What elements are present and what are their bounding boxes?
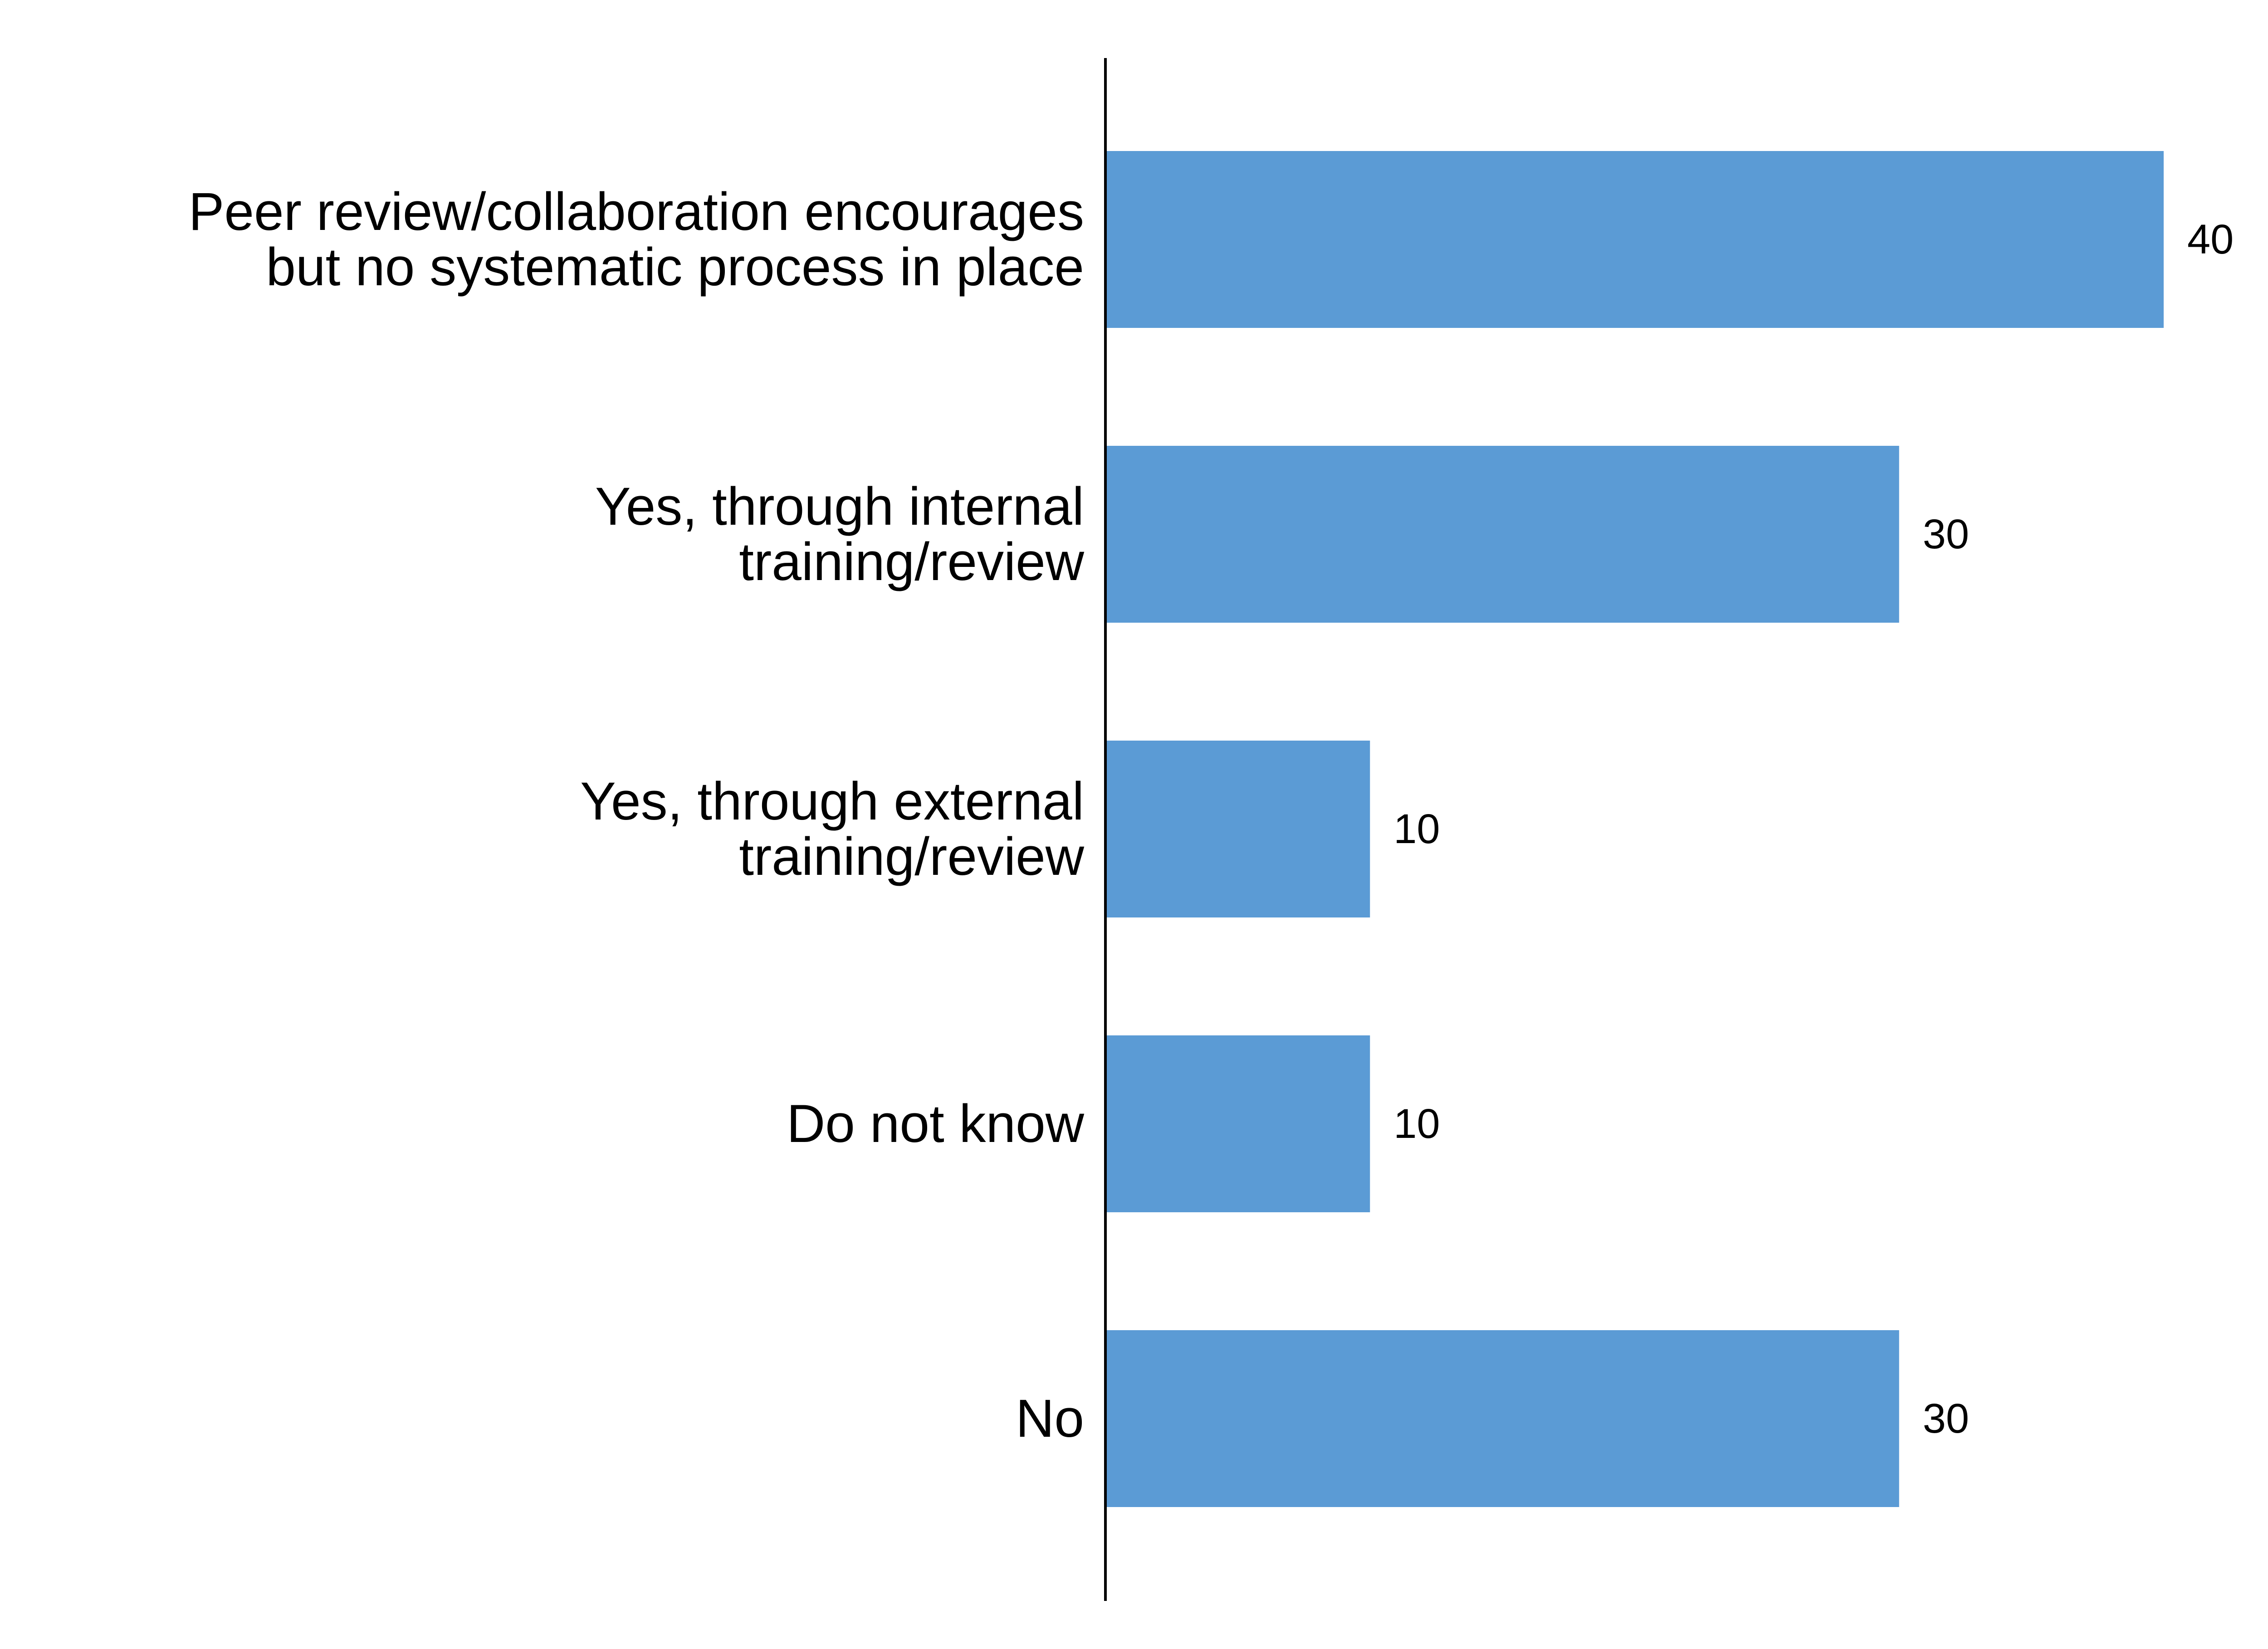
category-label-2-line-1: training/review xyxy=(739,827,1085,887)
bars-group xyxy=(1105,151,2164,1507)
category-label-0-line-0: Peer review/collaboration encourages xyxy=(189,182,1084,242)
value-label-2: 10 xyxy=(1393,806,1440,852)
value-label-1: 30 xyxy=(1923,511,1969,557)
value-labels-group: 40 30 10 10 30 xyxy=(1393,216,2234,1442)
category-labels-group: Peer review/collaboration encourages but … xyxy=(189,182,1085,1449)
category-label-2: Yes, through external training/review xyxy=(580,771,1085,887)
value-label-0: 40 xyxy=(2187,216,2234,263)
bar-0 xyxy=(1105,151,2164,328)
category-label-1: Yes, through internal training/review xyxy=(595,477,1085,592)
category-label-3: Do not know xyxy=(787,1094,1085,1154)
bar-2 xyxy=(1105,741,1370,917)
category-label-4: No xyxy=(1016,1389,1084,1449)
value-label-3: 10 xyxy=(1393,1101,1440,1147)
bar-3 xyxy=(1105,1035,1370,1212)
category-label-1-line-1: training/review xyxy=(739,532,1085,592)
value-label-4: 30 xyxy=(1923,1395,1969,1442)
bar-4 xyxy=(1105,1330,1899,1507)
category-label-3-line-0: Do not know xyxy=(787,1094,1085,1154)
category-label-0-line-1: but no systematic process in place xyxy=(266,237,1084,297)
category-label-0: Peer review/collaboration encourages but … xyxy=(189,182,1084,297)
bar-1 xyxy=(1105,446,1899,623)
category-label-1-line-0: Yes, through internal xyxy=(595,477,1084,537)
category-label-2-line-0: Yes, through external xyxy=(580,771,1084,831)
category-label-4-line-0: No xyxy=(1016,1389,1084,1449)
